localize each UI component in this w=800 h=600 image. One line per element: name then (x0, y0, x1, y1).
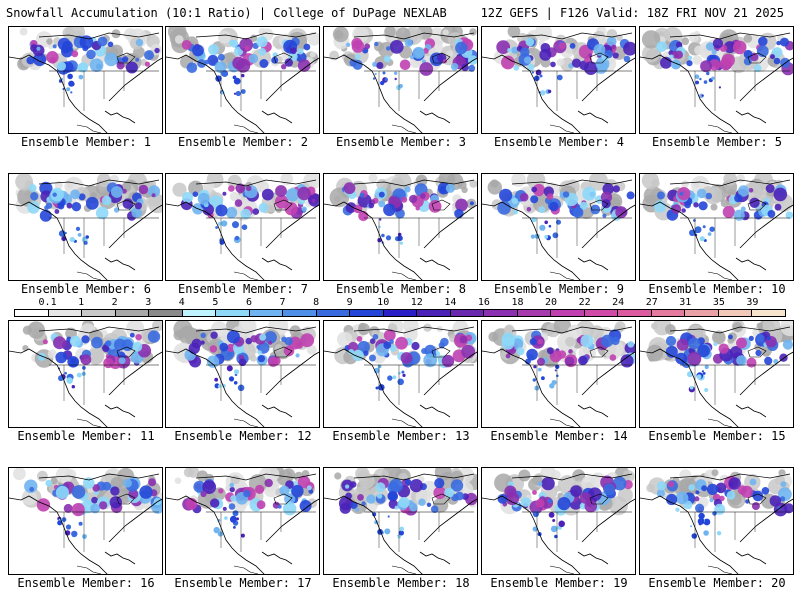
ensemble-member-map-2 (165, 26, 320, 134)
colorbar-swatch (350, 310, 384, 316)
colorbar-swatch (15, 310, 49, 316)
header-title-right: 12Z GEFS | F126 Valid: 18Z FRI NOV 21 20… (480, 6, 784, 20)
colorbar-swatch (149, 310, 183, 316)
ensemble-member-map-6 (8, 173, 163, 281)
ensemble-member-map-14 (481, 320, 636, 428)
ensemble-member-label: Ensemble Member: 11 (17, 429, 155, 443)
colorbar-swatch (216, 310, 250, 316)
ensemble-member-map-18 (323, 467, 478, 575)
ensemble-member-label: Ensemble Member: 1 (20, 135, 152, 149)
colorbar (14, 309, 786, 317)
colorbar-tick-label: 22 (578, 297, 591, 308)
colorbar-swatch (551, 310, 585, 316)
ensemble-member-label: Ensemble Member: 4 (493, 135, 625, 149)
colorbar-swatch (517, 310, 552, 316)
colorbar-tick-label: 39 (746, 297, 759, 308)
colorbar-tick-label: 2 (111, 297, 118, 308)
colorbar-tick-label: 18 (511, 297, 524, 308)
ensemble-member-map-8 (323, 173, 478, 281)
colorbar-tick-label: 16 (477, 297, 490, 308)
colorbar-swatch (316, 310, 351, 316)
colorbar-swatch (685, 310, 719, 316)
ensemble-member-label: Ensemble Member: 8 (335, 282, 467, 296)
ensemble-member-map-16 (8, 467, 163, 575)
colorbar-tick-label: 24 (612, 297, 625, 308)
colorbar-swatch (450, 310, 485, 316)
colorbar-tick-label: 6 (245, 297, 252, 308)
ensemble-member-map-1 (8, 26, 163, 134)
ensemble-member-label: Ensemble Member: 17 (174, 576, 312, 590)
ensemble-member-map-3 (323, 26, 478, 134)
ensemble-member-label: Ensemble Member: 20 (648, 576, 786, 590)
colorbar-swatch (115, 310, 150, 316)
ensemble-member-label: Ensemble Member: 9 (493, 282, 625, 296)
ensemble-member-label: Ensemble Member: 19 (490, 576, 628, 590)
colorbar-tick-label: 12 (410, 297, 423, 308)
ensemble-member-map-5 (639, 26, 794, 134)
colorbar-swatch (618, 310, 652, 316)
ensemble-member-map-13 (323, 320, 478, 428)
colorbar-tick-label: 7 (279, 297, 286, 308)
ensemble-member-map-7 (165, 173, 320, 281)
ensemble-member-label: Ensemble Member: 12 (174, 429, 312, 443)
colorbar-swatch (383, 310, 418, 316)
ensemble-member-label: Ensemble Member: 16 (17, 576, 155, 590)
ensemble-member-label: Ensemble Member: 10 (648, 282, 786, 296)
ensemble-member-map-19 (481, 467, 636, 575)
colorbar-tick-label: 35 (712, 297, 725, 308)
colorbar-swatch (48, 310, 83, 316)
colorbar-tick-label: 4 (178, 297, 185, 308)
colorbar-swatch (182, 310, 217, 316)
header-title-left: Snowfall Accumulation (10:1 Ratio) | Col… (6, 6, 447, 20)
ensemble-member-label: Ensemble Member: 15 (648, 429, 786, 443)
ensemble-member-label: Ensemble Member: 6 (20, 282, 152, 296)
colorbar-swatch (484, 310, 518, 316)
colorbar-tick-label: 0.1 (38, 297, 57, 308)
ensemble-member-map-11 (8, 320, 163, 428)
colorbar-tick-label: 10 (377, 297, 390, 308)
ensemble-member-label: Ensemble Member: 18 (332, 576, 470, 590)
colorbar-swatch (283, 310, 317, 316)
colorbar-tick-label: 14 (444, 297, 457, 308)
ensemble-member-label: Ensemble Member: 14 (490, 429, 628, 443)
ensemble-member-label: Ensemble Member: 7 (177, 282, 309, 296)
ensemble-member-label: Ensemble Member: 3 (335, 135, 467, 149)
snowfall-colorbar-legend: 0.1 1 2 3 4 5 6 7 8 9 10 12 14 16 18 20 22 24 27 31 35 39 (14, 297, 786, 324)
ensemble-member-map-17 (165, 467, 320, 575)
colorbar-tick-label: 3 (145, 297, 152, 308)
colorbar-tick-label: 1 (78, 297, 85, 308)
ensemble-member-map-4 (481, 26, 636, 134)
colorbar-tick-label: 20 (545, 297, 558, 308)
colorbar-swatch (249, 310, 284, 316)
colorbar-swatch (584, 310, 619, 316)
ensemble-member-label: Ensemble Member: 13 (332, 429, 470, 443)
ensemble-member-map-20 (639, 467, 794, 575)
colorbar-tick-label: 27 (645, 297, 658, 308)
colorbar-swatch (417, 310, 451, 316)
ensemble-member-map-12 (165, 320, 320, 428)
colorbar-swatch (752, 310, 785, 316)
ensemble-member-label: Ensemble Member: 5 (651, 135, 783, 149)
colorbar-swatch (82, 310, 116, 316)
colorbar-tick-label: 9 (346, 297, 353, 308)
colorbar-tick-label: 8 (313, 297, 320, 308)
ensemble-member-map-15 (639, 320, 794, 428)
ensemble-member-label: Ensemble Member: 2 (177, 135, 309, 149)
colorbar-swatch (718, 310, 753, 316)
colorbar-swatch (651, 310, 686, 316)
colorbar-tick-label: 31 (679, 297, 692, 308)
colorbar-tick-label: 5 (212, 297, 219, 308)
ensemble-member-map-10 (639, 173, 794, 281)
ensemble-member-map-9 (481, 173, 636, 281)
